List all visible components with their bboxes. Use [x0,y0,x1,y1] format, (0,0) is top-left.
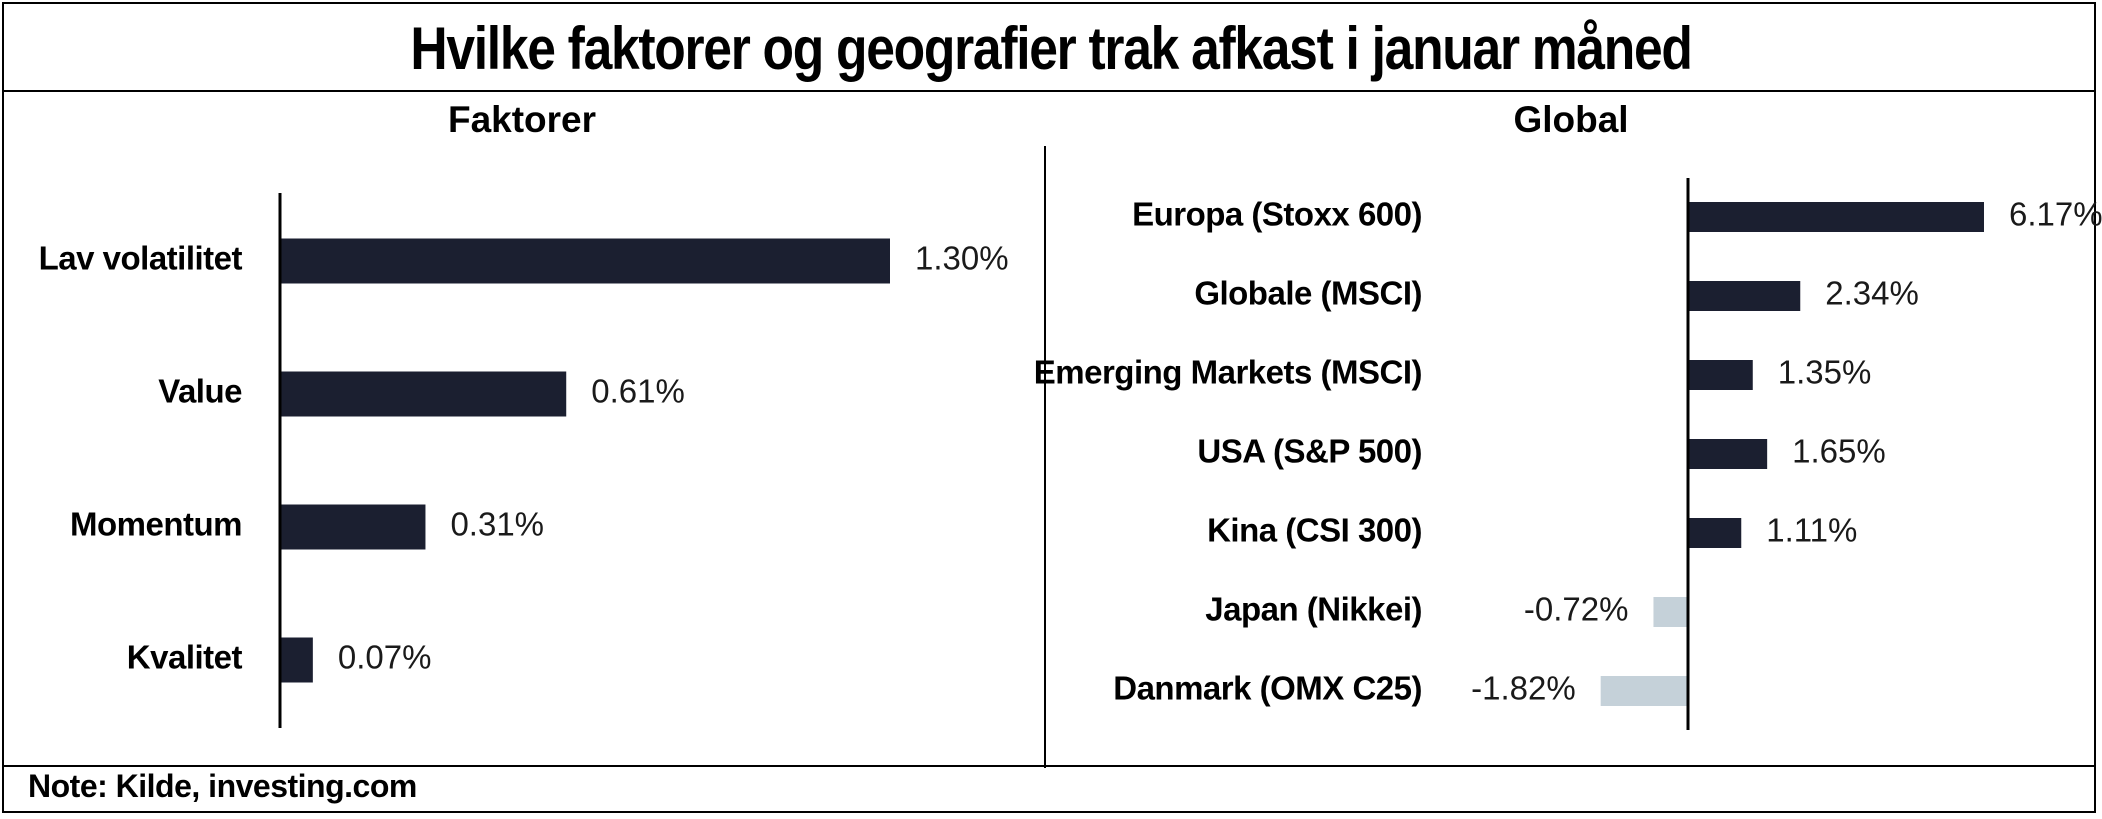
panel-divider [1044,146,1046,768]
value-label: 1.65% [1792,433,1886,470]
category-label: Momentum [70,506,242,543]
category-label: Globale (MSCI) [1194,275,1422,312]
category-label: Japan (Nikkei) [1205,591,1422,628]
category-label: Lav volatilitet [39,240,243,277]
bar [1688,202,1984,232]
value-label: 1.35% [1778,354,1872,391]
source-note: Note: Kilde, investing.com [28,768,417,804]
value-label: 2.34% [1825,275,1919,312]
category-label: Emerging Markets (MSCI) [1034,354,1422,391]
value-label: 0.07% [338,639,432,676]
bar [1653,597,1688,627]
value-label: 1.30% [915,240,1009,277]
category-label: Kina (CSI 300) [1207,512,1422,549]
category-label: Value [158,373,242,410]
bar [280,504,426,550]
bar [1600,676,1688,706]
value-label: 1.11% [1766,512,1857,549]
value-label: 0.61% [591,373,685,410]
footer-divider [4,765,2094,767]
bar [1688,518,1742,548]
value-label: -0.72% [1524,591,1629,628]
bar [280,238,890,284]
bar [280,637,313,683]
bar [1688,360,1753,390]
value-label: -1.82% [1471,670,1576,707]
category-label: Kvalitet [127,639,243,676]
bar [280,371,567,417]
panel-title: Global [1513,99,1628,140]
page-title: Hvilke faktorer og geografier trak afkas… [410,14,1693,82]
category-label: USA (S&P 500) [1197,433,1422,470]
panel-title: Faktorer [448,99,596,140]
bar [1688,281,1801,311]
category-label: Europa (Stoxx 600) [1132,196,1422,233]
value-label: 0.31% [450,506,544,543]
value-label: 6.17% [2009,196,2102,233]
title-divider [4,90,2094,92]
category-label: Danmark (OMX C25) [1113,670,1422,707]
bar [1688,439,1768,469]
